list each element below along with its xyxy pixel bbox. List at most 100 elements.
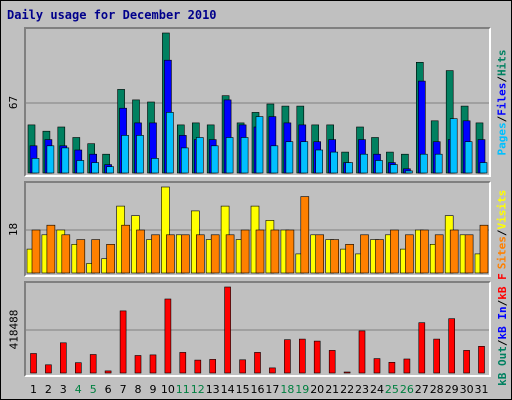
- bar-sites-day-21: [330, 239, 340, 274]
- x-tick-day-9: 9: [149, 383, 157, 396]
- legend-separator: /: [495, 115, 509, 122]
- bar-pages-day-4: [76, 160, 85, 174]
- legend-files: Files: [495, 82, 509, 116]
- bar-sites-day-5: [91, 239, 100, 274]
- x-tick-day-12: 12: [190, 383, 205, 396]
- legend-kb: kB Out/kB In/kB F: [495, 273, 509, 386]
- bar-sites-day-3: [61, 234, 71, 274]
- bar-kb-f-day-10: [164, 298, 172, 374]
- x-tick-day-8: 8: [134, 383, 142, 396]
- bar-pages-day-23: [360, 153, 368, 174]
- bar-kb-f-day-6: [104, 370, 112, 374]
- panel-hits-files-pages: [24, 27, 491, 177]
- x-tick-day-13: 13: [205, 383, 220, 396]
- bar-kb-f-day-22: [343, 371, 351, 374]
- bar-kb-f-day-30: [463, 350, 470, 374]
- bar-visits-day-10: [161, 186, 170, 274]
- bar-kb-f-day-9: [149, 354, 157, 374]
- legend-hits: Hits: [495, 49, 509, 76]
- legend-visits: Visits: [495, 189, 509, 229]
- x-tick-day-4: 4: [74, 383, 82, 396]
- bar-sites-day-14: [225, 234, 235, 274]
- x-tick-day-7: 7: [119, 383, 127, 396]
- bar-kb-f-day-28: [433, 338, 441, 374]
- x-tick-day-15: 15: [235, 383, 250, 396]
- bar-kb-f-day-13: [209, 359, 216, 374]
- x-tick-day-20: 20: [310, 383, 325, 396]
- panel-hits-ymax: 67: [7, 27, 21, 177]
- panel-kb-ymax-label: 418488: [7, 309, 21, 349]
- bar-sites-day-15: [240, 229, 250, 274]
- panel-visits-ymax: 18: [7, 181, 21, 277]
- panel-kb-ymax: 418488: [7, 281, 21, 377]
- bar-pages-day-24: [375, 160, 383, 174]
- legend-separator: /: [495, 229, 509, 236]
- bar-kb-f-day-1: [30, 353, 37, 374]
- bar-pages-day-6: [106, 166, 114, 174]
- bar-kb-f-day-20: [313, 340, 321, 374]
- bar-kb-f-day-29: [448, 318, 456, 374]
- bar-sites-day-30: [464, 234, 474, 274]
- bar-pages-day-20: [315, 149, 324, 174]
- bar-sites-day-12: [196, 234, 205, 274]
- legend-visits-sites-text: Sites/Visits: [496, 189, 509, 269]
- x-tick-day-30: 30: [459, 383, 474, 396]
- x-tick-day-26: 26: [399, 383, 414, 396]
- bar-pages-day-17: [270, 145, 279, 174]
- x-tick-day-21: 21: [325, 383, 340, 396]
- bar-pages-day-18: [285, 141, 294, 174]
- bar-pages-day-5: [91, 162, 99, 174]
- legend-separator: /: [495, 75, 509, 83]
- bar-sites-day-1: [31, 229, 41, 274]
- panel-visits-ymax-label: 18: [7, 222, 21, 236]
- x-tick-day-19: 19: [295, 383, 310, 396]
- x-tick-day-24: 24: [370, 383, 384, 396]
- bar-pages-day-30: [464, 141, 473, 174]
- bar-kb-f-day-25: [388, 362, 396, 374]
- legend-separator: /: [495, 338, 509, 346]
- x-tick-day-18: 18: [280, 383, 295, 396]
- bar-sites-day-19: [300, 196, 310, 274]
- x-tick-day-10: 10: [160, 383, 175, 396]
- bar-pages-day-10: [166, 112, 174, 174]
- bar-kb-f-day-4: [74, 362, 82, 374]
- x-tick-day-1: 1: [30, 383, 37, 396]
- x-axis: 1 2 3 4 5 6 7 8 9 10 11 12 13 14 15 16 17 18 19 20 21 22 23 24 2…: [24, 381, 491, 397]
- x-tick-day-29: 29: [444, 383, 459, 396]
- bar-kb-f-day-7: [119, 310, 127, 374]
- bar-kb-f-day-31: [478, 345, 485, 374]
- bar-kb-f-day-26: [403, 358, 411, 374]
- x-tick-day-6: 6: [104, 383, 112, 396]
- bar-sites-day-9: [151, 234, 160, 274]
- bar-pages-day-31: [479, 162, 488, 174]
- x-tick-day-22: 22: [340, 383, 355, 396]
- legend-separator: /: [495, 299, 509, 306]
- x-tick-day-17: 17: [265, 383, 280, 396]
- panel-hits-files-pages-svg: [26, 32, 489, 174]
- bar-pages-day-2: [46, 145, 55, 174]
- bar-pages-day-14: [225, 137, 234, 174]
- panel-kb: [24, 281, 491, 377]
- x-tick-day-3: 3: [59, 383, 67, 396]
- bar-kb-f-day-2: [45, 364, 52, 374]
- bar-pages-day-25: [390, 164, 398, 174]
- bar-kb-f-day-15: [239, 359, 246, 374]
- bar-kb-f-day-19: [298, 338, 306, 374]
- bar-sites-day-10: [166, 234, 175, 274]
- bar-pages-day-9: [151, 158, 159, 174]
- bar-pages-day-28: [434, 153, 443, 174]
- bar-sites-day-6: [106, 243, 115, 274]
- bar-kb-f-day-17: [269, 367, 276, 374]
- panel-hits-ymax-label: 67: [7, 95, 21, 109]
- bar-pages-day-29: [449, 118, 458, 174]
- panel-visits-sites-svg: [26, 186, 489, 274]
- bar-kb-f-day-5: [89, 354, 97, 374]
- bar-pages-day-7: [121, 135, 129, 174]
- bar-sites-day-17: [270, 229, 280, 274]
- x-tick-day-16: 16: [250, 383, 265, 396]
- legend-kb-in: kB In: [495, 305, 509, 339]
- legend-sites: Sites: [495, 235, 509, 269]
- bar-sites-day-20: [315, 234, 325, 274]
- bar-sites-day-11: [181, 234, 190, 274]
- bar-sites-day-4: [76, 239, 86, 274]
